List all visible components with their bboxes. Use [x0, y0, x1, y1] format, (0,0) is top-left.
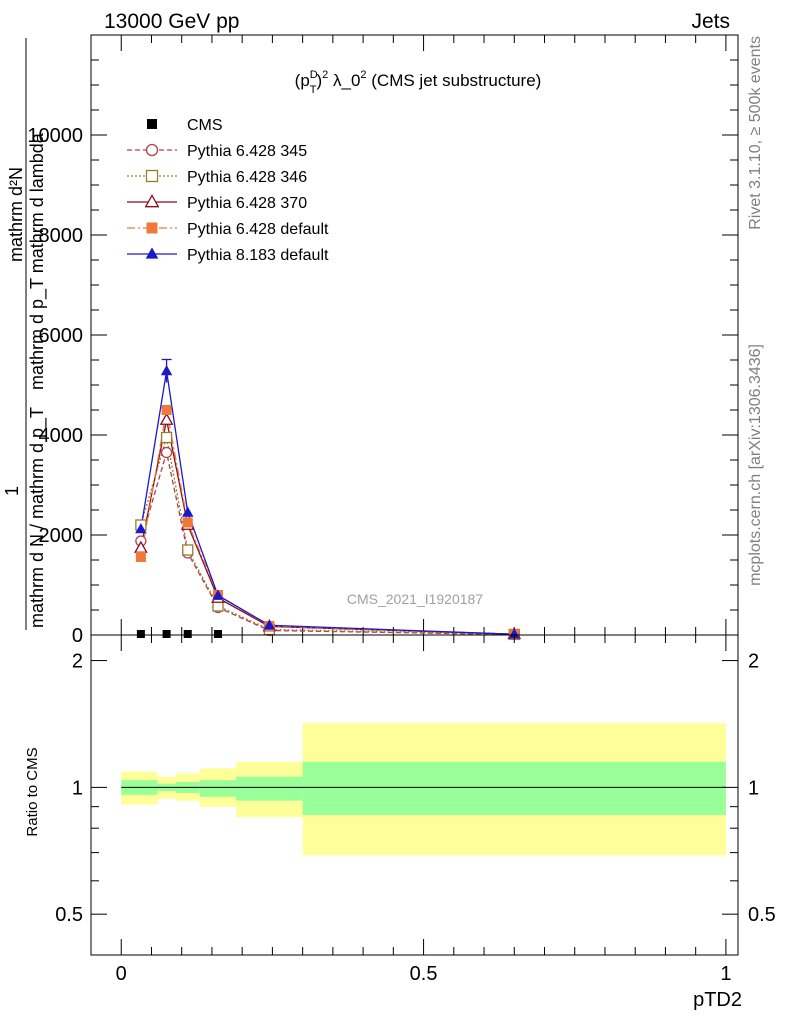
- legend-marker: [145, 169, 159, 183]
- ratio-axis-ticks: [91, 635, 738, 955]
- series-point-4: [182, 517, 193, 528]
- header-right: Jets: [691, 10, 730, 33]
- ylabel-numerator: mathrm d²N: [6, 167, 26, 262]
- legend-marker: [145, 143, 159, 157]
- ratio-plot-frame: [90, 634, 739, 956]
- series-point-5: [160, 365, 173, 376]
- plot-title: (pD T)2 λ_02 (CMS jet substructure): [295, 69, 542, 96]
- legend-label: Pythia 6.428 345: [187, 143, 307, 160]
- series-point-3: [159, 412, 174, 425]
- series-point-5: [263, 619, 276, 630]
- series-line-5: [140, 370, 515, 635]
- legend-marker: [145, 247, 159, 259]
- legend-label: Pythia 6.428 346: [187, 169, 307, 186]
- x-tick-labels: 0 0.5 1: [116, 963, 732, 985]
- main-y-label: mathrm d²N mathrm d p_T mathrm d lambda …: [2, 38, 48, 630]
- main-ytick-label: 10000: [27, 125, 83, 147]
- series-line-1: [140, 452, 515, 636]
- rivet-label: Rivet 3.1.10, ≥ 500k events: [747, 36, 764, 230]
- ratio-ytick-label-right: 0.5: [748, 904, 776, 926]
- legend: CMS Pythia 6.428 345 Pythia 6.428 346 Pythi…: [127, 117, 329, 264]
- ratio-bands: [121, 723, 726, 856]
- series-point-2: [182, 544, 194, 556]
- series-point-4: [161, 405, 172, 415]
- ratio-y-label: Ratio to CMS: [24, 747, 41, 836]
- series-point-1: [160, 446, 173, 459]
- series-point-5: [135, 523, 147, 534]
- x-axis-label: pTD2: [693, 989, 742, 1011]
- series-point-2: [160, 431, 173, 444]
- ratio-band-green: [199, 780, 237, 797]
- legend-label: Pythia 8.183 default: [187, 247, 329, 264]
- series-markers: [134, 365, 522, 641]
- x-tick-label: 0: [116, 963, 127, 985]
- legend-marker: [147, 119, 157, 129]
- main-ytick-label: 0: [72, 625, 83, 647]
- ratio-ytick-label-left: 0.5: [55, 904, 83, 926]
- series-point-5: [212, 589, 224, 600]
- main-ytick-label: 6000: [39, 325, 84, 347]
- main-axis-ticks: [91, 34, 738, 636]
- ylabel-one: 1: [2, 486, 22, 496]
- mcplots-label: mcplots.cern.ch [arXiv:1306.3436]: [747, 344, 764, 586]
- main-ytick-label: 2000: [39, 525, 84, 547]
- ratio-ytick-label-left: 1: [72, 777, 83, 799]
- legend-marker: [144, 194, 160, 208]
- series-point-5: [508, 628, 521, 639]
- analysis-watermark: CMS_2021_I1920187: [347, 591, 483, 607]
- header-left: 13000 GeV pp: [104, 10, 239, 33]
- legend-marker: [146, 222, 158, 234]
- x-tick-label: 0.5: [410, 963, 438, 985]
- main-ytick-label: 4000: [39, 425, 84, 447]
- legend-label: Pythia 6.428 default: [187, 221, 329, 238]
- series-point-0: [162, 630, 171, 638]
- ratio-band-green: [302, 761, 726, 815]
- ratio-ytick-label-right: 2: [748, 651, 759, 673]
- ratio-ytick-labels: 0.5 0.5 1 1 2 2: [55, 651, 776, 927]
- x-tick-label: 1: [720, 963, 731, 985]
- legend-label: CMS: [187, 117, 223, 134]
- main-ytick-labels: 0 2000 4000 6000 8000 10000: [27, 125, 83, 647]
- series-point-4: [135, 552, 146, 562]
- series-point-0: [213, 630, 222, 638]
- ratio-band-green: [236, 776, 303, 801]
- series-point-0: [183, 630, 192, 638]
- ratio-ytick-label-left: 2: [72, 651, 83, 673]
- ratio-ytick-label-right: 1: [748, 777, 759, 799]
- legend-label: Pythia 6.428 370: [187, 195, 307, 212]
- main-ytick-label: 8000: [39, 225, 84, 247]
- series-point-0: [136, 630, 145, 638]
- series-line-2: [140, 437, 515, 636]
- ylabel-prefix-den: mathrm d N / mathrm d p_T: [27, 407, 48, 628]
- ylabel-denominator: mathrm d p_T mathrm d lambda: [27, 132, 48, 390]
- series-point-5: [181, 506, 194, 517]
